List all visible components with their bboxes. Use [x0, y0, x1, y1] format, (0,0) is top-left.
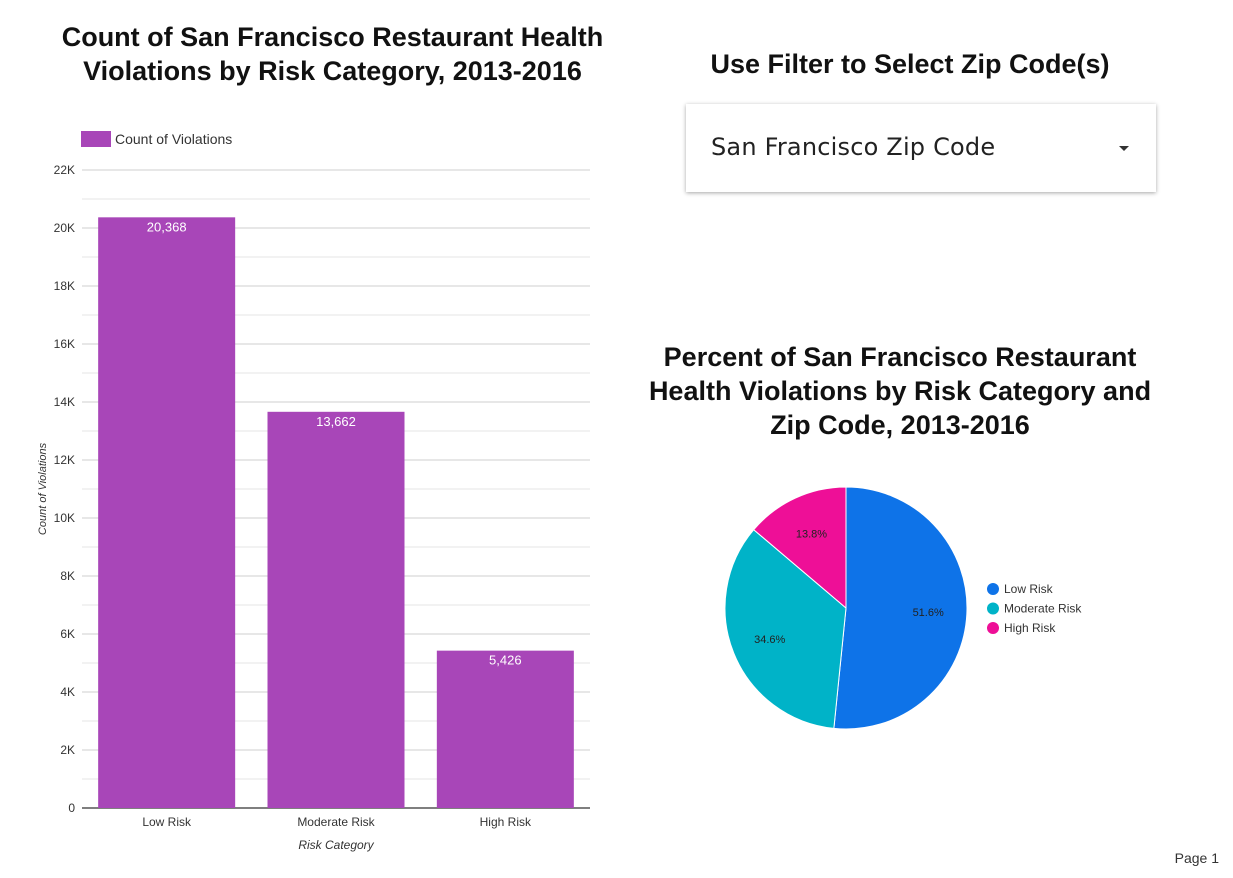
pie-legend-label: Moderate Risk	[1004, 602, 1082, 616]
pie-slice-high-risk	[753, 486, 847, 610]
x-tick-label: High Risk	[480, 815, 532, 829]
bar-legend-label: Count of Violations	[115, 131, 233, 147]
y-tick-label: 22K	[54, 163, 75, 177]
zip-code-filter-label: San Francisco Zip Code	[711, 133, 996, 161]
bar-high-risk	[436, 650, 574, 808]
pie-slice-moderate-risk	[724, 529, 847, 729]
bar-data-label: 20,368	[147, 219, 187, 234]
bar-data-label: 5,426	[489, 653, 522, 668]
pie-slice-low-risk	[833, 486, 968, 730]
y-tick-label: 2K	[60, 743, 75, 757]
pie-chart-title: Percent of San Francisco Restaurant Heal…	[648, 342, 1152, 440]
bar-data-label: 13,662	[316, 414, 356, 429]
pie-legend-label: High Risk	[1004, 621, 1056, 635]
pie-legend-marker	[987, 583, 999, 595]
y-tick-label: 10K	[54, 511, 75, 525]
bar-chart-title: Count of San Francisco Restaurant Health…	[61, 22, 604, 86]
y-tick-label: 16K	[54, 337, 75, 351]
x-axis-title: Risk Category	[298, 838, 374, 852]
bar-moderate-risk	[267, 411, 405, 808]
y-axis-title: Count of Violations	[37, 442, 49, 535]
y-tick-label: 14K	[54, 395, 75, 409]
zip-code-filter-dropdown[interactable]: San Francisco Zip Code	[686, 104, 1156, 192]
dropdown-arrow-icon[interactable]	[1119, 146, 1129, 151]
x-tick-label: Moderate Risk	[297, 815, 375, 829]
bar-chart: 0 2K 4K 6K 8K 10K 12K 14K 16K 18K 20K 22K 20,368 Low …	[37, 163, 590, 852]
x-tick-label: Low Risk	[142, 815, 192, 829]
pie-data-label: 34.6%	[754, 634, 785, 646]
y-tick-label: 20K	[54, 221, 75, 235]
page-label: Page 1	[1174, 850, 1219, 866]
pie-legend-marker	[987, 622, 999, 634]
bar-low-risk	[98, 217, 236, 808]
pie-legend-marker	[987, 602, 999, 615]
pie-legend-label: Low Risk	[1004, 582, 1054, 596]
bar-legend-swatch	[81, 131, 111, 147]
y-tick-label: 18K	[54, 279, 75, 293]
pie-data-label: 13.8%	[796, 528, 827, 540]
y-tick-label: 8K	[60, 569, 75, 583]
pie-data-label: 51.6%	[913, 607, 944, 619]
y-tick-label: 6K	[60, 627, 75, 641]
y-tick-label: 4K	[60, 685, 75, 699]
filter-title: Use Filter to Select Zip Code(s)	[710, 49, 1110, 79]
y-tick-label: 12K	[54, 453, 75, 467]
y-tick-label: 0	[68, 801, 75, 815]
